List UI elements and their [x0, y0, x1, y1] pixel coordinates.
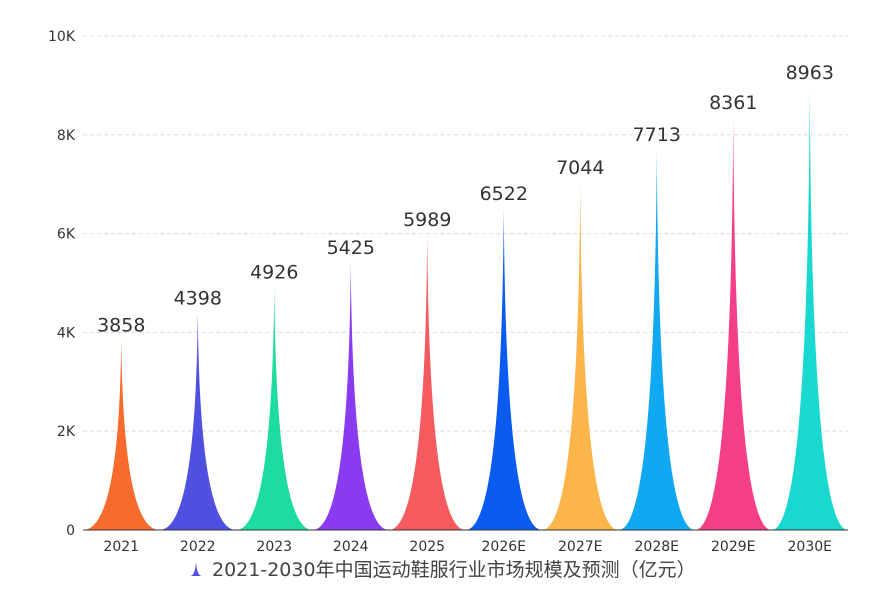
y-axis: 0 2K 4K 6K 8K 10K [48, 29, 76, 539]
value-label: 7044 [556, 157, 604, 179]
spike-bar[interactable] [771, 87, 849, 531]
spike-bar[interactable] [618, 148, 696, 531]
value-label: 6522 [480, 183, 528, 205]
x-tick-label: 2024 [333, 539, 369, 555]
data-labels: 3858 4398 4926 5425 5989 6522 7044 7713 8361 8963 [97, 62, 834, 336]
value-label: 3858 [97, 314, 145, 336]
x-tick-label: 2029E [711, 539, 755, 555]
y-tick-label: 8K [57, 128, 76, 144]
spike-icon [190, 561, 202, 576]
x-tick-label: 2021 [103, 539, 139, 555]
spike-bar[interactable] [83, 339, 160, 530]
spike-bar[interactable] [695, 116, 772, 530]
spike-bar[interactable] [159, 312, 237, 530]
spike-bar[interactable] [236, 286, 313, 530]
value-label: 5425 [327, 237, 375, 259]
gridlines [83, 35, 848, 432]
spike-bar[interactable] [465, 207, 543, 530]
value-label: 5989 [403, 209, 451, 231]
spike-bar[interactable] [542, 182, 619, 530]
value-label: 7713 [633, 124, 681, 146]
y-tick-label: 10K [48, 29, 76, 45]
x-tick-label: 2022 [180, 539, 216, 555]
x-tick-label: 2027E [558, 539, 602, 555]
x-tick-label: 2025 [409, 539, 445, 555]
y-tick-label: 0 [66, 523, 75, 539]
value-label: 8361 [709, 92, 757, 114]
x-tick-label: 2028E [635, 539, 679, 555]
x-tick-label: 2030E [788, 539, 832, 555]
x-tick-label: 2026E [482, 539, 526, 555]
value-label: 4398 [174, 288, 222, 310]
y-tick-label: 2K [57, 424, 76, 440]
x-axis: 2021 2022 2023 2024 2025 2026E 2027E 2028E 2029E… [103, 539, 832, 555]
value-label: 8963 [786, 62, 834, 84]
legend[interactable]: 2021-2030年中国运动鞋服行业市场规模及预测（亿元） [190, 555, 696, 582]
x-tick-label: 2023 [256, 539, 292, 555]
legend-label: 2021-2030年中国运动鞋服行业市场规模及预测（亿元） [212, 559, 696, 581]
y-tick-label: 6K [57, 227, 76, 243]
spike-bar[interactable] [389, 234, 466, 530]
y-tick-label: 4K [57, 325, 76, 341]
spike-bars [83, 87, 849, 531]
value-label: 4926 [250, 262, 298, 284]
spike-bar[interactable] [312, 262, 390, 530]
